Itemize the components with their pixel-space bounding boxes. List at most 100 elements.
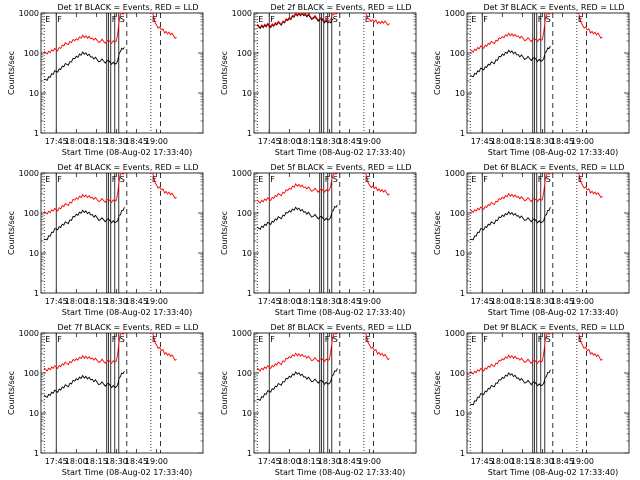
y-tick-label: 1 xyxy=(460,289,465,298)
marker-label: E xyxy=(45,335,50,344)
chart-title: Det 9f BLACK = Events, RED = LLD xyxy=(483,323,624,332)
x-tick-label: 18:30 xyxy=(105,137,128,146)
chart-title: Det 7f BLACK = Events, RED = LLD xyxy=(57,323,198,332)
y-axis-label: Counts/sec xyxy=(433,211,442,255)
marker-label: S xyxy=(120,175,125,184)
y-tick-label: 10 xyxy=(242,249,252,258)
chart-title: Det 2f BLACK = Events, RED = LLD xyxy=(270,3,411,12)
x-axis-label: Start Time (08-Aug-02 17:33:40) xyxy=(488,468,619,477)
marker-label: S xyxy=(546,15,551,24)
detector-panel-5: Det 5f BLACK = Events, RED = LLD 1 10 100 10… xyxy=(213,160,426,320)
marker-label: F xyxy=(57,175,62,184)
x-tick-label: 18:45 xyxy=(338,137,361,146)
y-tick-label: 1000 xyxy=(19,9,39,18)
chart-title: Det 1f BLACK = Events, RED = LLD xyxy=(57,3,198,12)
y-tick-label: 100 xyxy=(450,49,465,58)
x-tick-label: 18:30 xyxy=(105,297,128,306)
marker-label: F xyxy=(483,335,488,344)
x-tick-label: 17:45 xyxy=(258,137,281,146)
marker-label: F xyxy=(538,15,543,24)
y-tick-label: 10 xyxy=(242,89,252,98)
marker-label: F xyxy=(270,175,275,184)
y-axis-label: Counts/sec xyxy=(220,211,229,255)
chart-title: Det 6f BLACK = Events, RED = LLD xyxy=(483,163,624,172)
marker-label: F xyxy=(57,335,62,344)
x-tick-label: 17:45 xyxy=(471,297,494,306)
marker-label: F xyxy=(270,15,275,24)
marker-label: E xyxy=(258,335,263,344)
marker-label: F xyxy=(112,175,117,184)
events-series-line xyxy=(256,12,334,30)
plot-frame xyxy=(466,332,630,454)
x-tick-label: 18:15 xyxy=(298,457,321,466)
marker-label: E xyxy=(258,15,263,24)
y-tick-label: 1000 xyxy=(232,329,252,338)
x-tick-label: 17:45 xyxy=(471,137,494,146)
plot-frame xyxy=(40,172,204,294)
x-tick-label: 18:00 xyxy=(278,137,301,146)
lld-series-line xyxy=(152,332,177,361)
marker-label: E xyxy=(258,175,263,184)
lld-series-line xyxy=(578,172,603,199)
y-tick-label: 1 xyxy=(34,129,39,138)
x-axis-label: Start Time (08-Aug-02 17:33:40) xyxy=(62,308,193,317)
x-tick-label: 17:45 xyxy=(258,457,281,466)
marker-label: E xyxy=(45,15,50,24)
detector-chart-6: Det 6f BLACK = Events, RED = LLD 1 10 100 10… xyxy=(433,163,630,317)
x-tick-label: 18:00 xyxy=(65,457,88,466)
y-tick-label: 10 xyxy=(29,249,39,258)
x-tick-label: 19:00 xyxy=(145,297,168,306)
detector-chart-3: Det 3f BLACK = Events, RED = LLD 1 10 100 10… xyxy=(433,3,630,157)
x-tick-label: 17:45 xyxy=(45,457,68,466)
detector-chart-7: Det 7f BLACK = Events, RED = LLD 1 10 100 10… xyxy=(7,323,204,477)
y-tick-label: 100 xyxy=(237,209,252,218)
x-tick-label: 19:00 xyxy=(571,137,594,146)
x-tick-label: 17:45 xyxy=(471,457,494,466)
x-tick-label: 18:15 xyxy=(298,297,321,306)
y-tick-label: 1 xyxy=(247,449,252,458)
marker-label: E xyxy=(471,335,476,344)
detector-chart-4: Det 4f BLACK = Events, RED = LLD 1 10 100 10… xyxy=(7,163,204,317)
events-series-line xyxy=(470,369,551,406)
x-tick-label: 18:45 xyxy=(338,457,361,466)
marker-label: F xyxy=(325,175,330,184)
detector-panel-8: Det 8f BLACK = Events, RED = LLD 1 10 100 10… xyxy=(213,320,426,480)
y-tick-label: 100 xyxy=(450,209,465,218)
plot-frame xyxy=(253,172,417,294)
marker-label: E xyxy=(471,175,476,184)
x-tick-label: 18:00 xyxy=(278,457,301,466)
x-axis-label: Start Time (08-Aug-02 17:33:40) xyxy=(488,148,619,157)
chart-title: Det 4f BLACK = Events, RED = LLD xyxy=(57,163,198,172)
y-tick-label: 1 xyxy=(247,289,252,298)
x-tick-label: 18:45 xyxy=(551,457,574,466)
x-tick-label: 18:30 xyxy=(531,297,554,306)
marker-label: S xyxy=(546,335,551,344)
marker-label: S xyxy=(120,335,125,344)
x-tick-label: 18:15 xyxy=(511,137,534,146)
x-tick-label: 18:45 xyxy=(125,457,148,466)
x-tick-label: 17:45 xyxy=(45,297,68,306)
marker-label: F xyxy=(57,15,62,24)
x-tick-label: 18:30 xyxy=(105,457,128,466)
x-tick-label: 18:15 xyxy=(511,457,534,466)
y-tick-label: 1 xyxy=(247,129,252,138)
detector-panel-2: Det 2f BLACK = Events, RED = LLD 1 10 100 10… xyxy=(213,0,426,160)
y-tick-label: 10 xyxy=(29,89,39,98)
y-tick-label: 10 xyxy=(242,409,252,418)
marker-label: S xyxy=(333,15,338,24)
lld-series-line xyxy=(152,12,177,39)
detector-panel-6: Det 6f BLACK = Events, RED = LLD 1 10 100 10… xyxy=(426,160,639,320)
marker-label: F xyxy=(483,15,488,24)
x-axis-label: Start Time (08-Aug-02 17:33:40) xyxy=(275,468,406,477)
y-axis-label: Counts/sec xyxy=(7,211,16,255)
lld-series-line xyxy=(578,332,603,361)
lld-series-line xyxy=(152,172,177,199)
y-tick-label: 1000 xyxy=(445,9,465,18)
lld-series-line xyxy=(365,172,390,196)
events-series-line xyxy=(44,207,125,241)
lld-series-line xyxy=(43,332,125,372)
marker-label: E xyxy=(365,15,370,24)
x-axis-label: Start Time (08-Aug-02 17:33:40) xyxy=(488,308,619,317)
events-series-line xyxy=(469,45,551,78)
x-tick-label: 18:00 xyxy=(65,297,88,306)
